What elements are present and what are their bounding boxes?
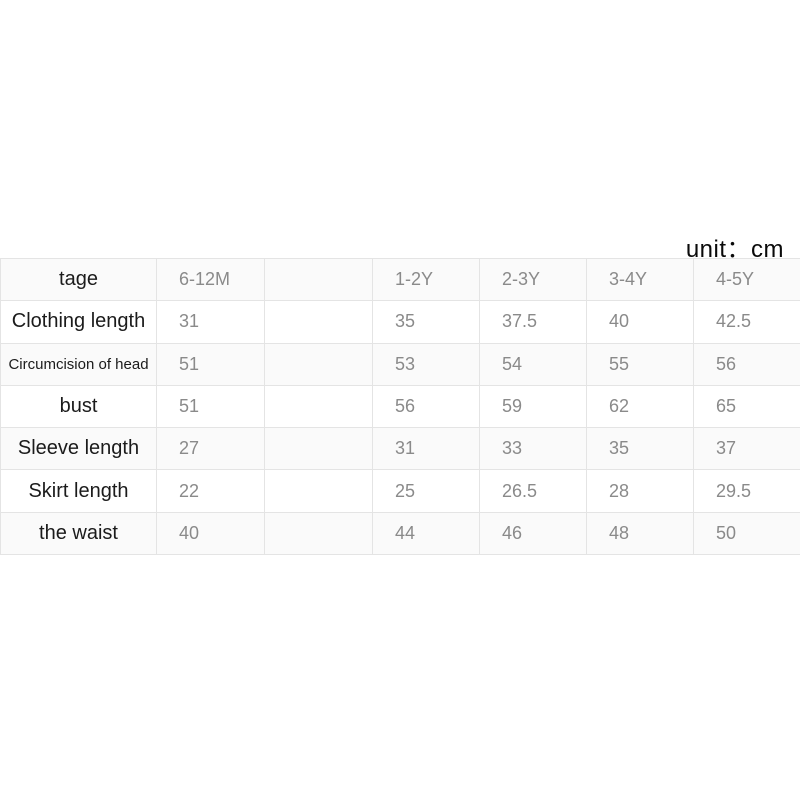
table-cell: 29.5: [693, 469, 800, 513]
table-cell: 31: [372, 427, 480, 471]
table-cell: 3-4Y: [586, 257, 694, 302]
table-row: Circumcision of head 51 53 54 55 56: [0, 342, 800, 386]
table-cell: 51: [156, 342, 265, 386]
table-cell: 6-12M: [156, 257, 265, 302]
table-cell: 40: [156, 511, 265, 556]
table-row: tage 6-12M 1-2Y 2-3Y 3-4Y 4-5Y: [0, 257, 800, 302]
row-label-skirt-length: Skirt length: [0, 469, 157, 513]
table-row: Sleeve length 27 31 33 35 37: [0, 427, 800, 471]
row-label-tage: tage: [0, 257, 157, 302]
table-cell: [264, 257, 373, 302]
table-cell: 26.5: [479, 469, 587, 513]
table-cell: 25: [372, 469, 480, 513]
table-cell: [264, 469, 373, 513]
table-cell: 53: [372, 342, 480, 386]
table-cell: [264, 384, 373, 429]
table-cell: 55: [586, 342, 694, 386]
table-cell: 50: [693, 511, 800, 556]
table-cell: 48: [586, 511, 694, 556]
table-cell: 28: [586, 469, 694, 513]
table-cell: [264, 427, 373, 471]
table-cell: 4-5Y: [693, 257, 800, 302]
table-cell: [264, 342, 373, 386]
table-row: bust 51 56 59 62 65: [0, 384, 800, 429]
table-cell: 44: [372, 511, 480, 556]
size-chart-table: tage 6-12M 1-2Y 2-3Y 3-4Y 4-5Y Clothing …: [0, 257, 800, 556]
table-cell: 35: [586, 427, 694, 471]
row-label-clothing-length: Clothing length: [0, 300, 157, 344]
table-cell: 54: [479, 342, 587, 386]
table-cell: 62: [586, 384, 694, 429]
table-cell: 65: [693, 384, 800, 429]
table-cell: 33: [479, 427, 587, 471]
table-cell: 37.5: [479, 300, 587, 344]
table-row: Skirt length 22 25 26.5 28 29.5: [0, 469, 800, 513]
table-row: the waist 40 44 46 48 50: [0, 511, 800, 556]
table-cell: 56: [372, 384, 480, 429]
row-label-waist: the waist: [0, 511, 157, 556]
table-cell: 35: [372, 300, 480, 344]
table-cell: 42.5: [693, 300, 800, 344]
row-label-sleeve-length: Sleeve length: [0, 427, 157, 471]
row-label-bust: bust: [0, 384, 157, 429]
table-cell: 40: [586, 300, 694, 344]
table-cell: 56: [693, 342, 800, 386]
table-row: Clothing length 31 35 37.5 40 42.5: [0, 300, 800, 344]
table-cell: 22: [156, 469, 265, 513]
table-cell: 27: [156, 427, 265, 471]
table-cell: 2-3Y: [479, 257, 587, 302]
table-cell: 31: [156, 300, 265, 344]
table-cell: 59: [479, 384, 587, 429]
table-cell: 37: [693, 427, 800, 471]
table-cell: 46: [479, 511, 587, 556]
table-cell: [264, 511, 373, 556]
table-cell: 51: [156, 384, 265, 429]
table-cell: 1-2Y: [372, 257, 480, 302]
row-label-head-circumference: Circumcision of head: [0, 342, 157, 386]
table-cell: [264, 300, 373, 344]
